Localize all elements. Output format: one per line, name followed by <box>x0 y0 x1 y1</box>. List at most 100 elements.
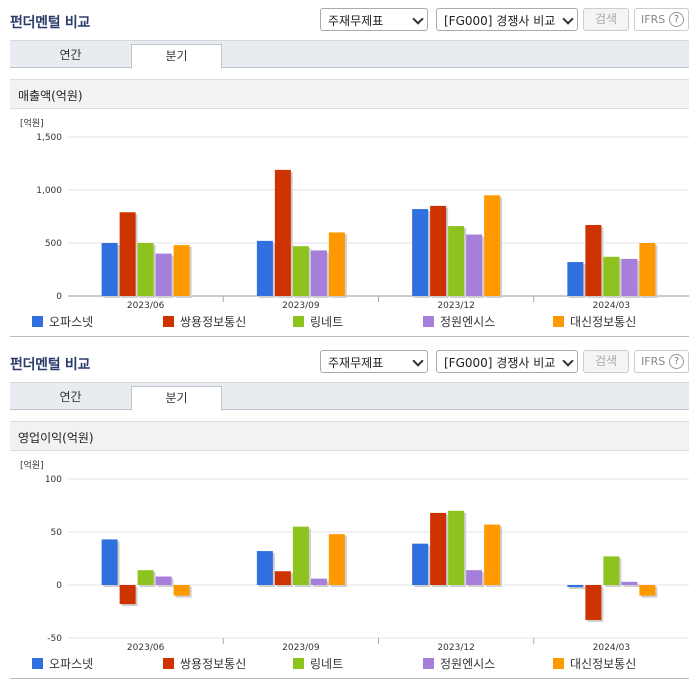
legend-item[interactable]: 쌍용정보통신 <box>163 313 246 330</box>
legend-swatch <box>423 316 434 327</box>
bar <box>274 169 291 296</box>
period-tabs: 연간 분기 <box>10 40 689 69</box>
legend-item[interactable]: 오파스넷 <box>32 655 93 672</box>
y-unit-label: [억원] <box>20 459 44 471</box>
tab-quarterly[interactable]: 분기 <box>131 386 222 411</box>
bar <box>101 243 118 296</box>
bar <box>466 234 483 296</box>
peer-group-select[interactable]: [FG000] 경쟁사 비교 <box>436 8 578 31</box>
statement-type-select[interactable]: 주재무제표 <box>320 350 428 373</box>
statement-type-select[interactable]: 주재무제표 <box>320 8 428 31</box>
page-title: 펀더멘털 비교 <box>10 15 91 31</box>
revenue-bar-chart: [억원] 0 500 1,000 1,500 2023/06 2023/09 2023/12 2… <box>20 117 689 311</box>
help-icon[interactable]: ? <box>669 354 684 369</box>
legend-label: 링네트 <box>310 315 344 329</box>
panel-header: 펀더멘털 비교 주재무제표 [FG000] 경쟁사 비교 검색 IFRS ? <box>0 342 696 382</box>
peer-group-value: [FG000] 경쟁사 비교 <box>444 356 556 370</box>
help-icon[interactable]: ? <box>669 12 684 27</box>
peer-group-select[interactable]: [FG000] 경쟁사 비교 <box>436 350 578 373</box>
x-tick-label: 2023/12 <box>437 643 474 653</box>
bar <box>155 576 172 585</box>
bar <box>484 195 501 296</box>
y-tick-label: 1,000 <box>36 186 62 196</box>
legend-item[interactable]: 대신정보통신 <box>553 313 636 330</box>
operating-profit-bar-chart: [억원] -50 0 50 100 2023/06 2023/09 2023/12 2024/0… <box>20 459 689 653</box>
chart-title-bar: 매출액(억원) <box>10 79 689 109</box>
panel-header: 펀더멘털 비교 주재무제표 [FG000] 경쟁사 비교 검색 IFRS ? <box>0 0 696 40</box>
tab-annual[interactable]: 연간 <box>59 390 82 404</box>
ifrs-label: IFRS <box>641 13 666 26</box>
legend-swatch <box>553 658 564 669</box>
legend-swatch <box>423 658 434 669</box>
chart-title: 매출액(억원) <box>18 89 83 103</box>
chevron-down-icon <box>412 13 424 25</box>
bar <box>328 232 345 296</box>
ifrs-button[interactable]: IFRS ? <box>634 8 689 31</box>
x-tick-label: 2024/03 <box>593 301 630 311</box>
legend-label: 오파스넷 <box>49 315 94 329</box>
x-tick-label: 2024/03 <box>593 643 630 653</box>
bar <box>119 585 136 605</box>
legend-swatch <box>163 658 174 669</box>
legend-swatch <box>293 658 304 669</box>
bar <box>430 205 447 296</box>
tab-annual[interactable]: 연간 <box>59 48 82 62</box>
bar <box>292 246 309 296</box>
legend-item[interactable]: 링네트 <box>293 313 343 330</box>
x-tick-label: 2023/06 <box>127 643 165 653</box>
legend-swatch <box>293 316 304 327</box>
legend-item[interactable]: 정원엔시스 <box>423 313 495 330</box>
legend-item[interactable]: 정원엔시스 <box>423 655 495 672</box>
bar <box>274 571 291 585</box>
ifrs-button[interactable]: IFRS ? <box>634 350 689 373</box>
legend-label: 오파스넷 <box>49 657 94 671</box>
legend-label: 쌍용정보통신 <box>180 315 247 329</box>
statement-type-value: 주재무제표 <box>328 14 384 28</box>
x-tick-label: 2023/09 <box>282 643 320 653</box>
bar <box>101 539 118 585</box>
legend-item[interactable]: 쌍용정보통신 <box>163 655 246 672</box>
bar <box>621 258 638 296</box>
chevron-down-icon <box>412 355 424 367</box>
legend-label: 정원엔시스 <box>440 657 496 671</box>
legend-item[interactable]: 링네트 <box>293 655 343 672</box>
legend-label: 링네트 <box>310 657 344 671</box>
bar <box>119 212 136 296</box>
y-tick-label: 50 <box>51 528 63 538</box>
bar <box>484 524 501 585</box>
legend-label: 대신정보통신 <box>570 657 637 671</box>
legend-label: 쌍용정보통신 <box>180 657 247 671</box>
search-button[interactable]: 검색 <box>583 350 629 373</box>
x-tick-label: 2023/09 <box>282 301 320 311</box>
bar <box>603 556 620 585</box>
bar <box>137 570 154 585</box>
chart-legend: 오파스넷 쌍용정보통신 링네트 정원엔시스 대신정보통신 <box>10 313 689 333</box>
legend-item[interactable]: 오파스넷 <box>32 313 93 330</box>
bar <box>412 209 429 296</box>
legend-swatch <box>553 316 564 327</box>
bar <box>466 570 483 585</box>
search-button[interactable]: 검색 <box>583 8 629 31</box>
bar <box>639 243 656 296</box>
legend-item[interactable]: 대신정보통신 <box>553 655 636 672</box>
period-tabs: 연간 분기 <box>10 382 689 411</box>
bar <box>430 512 447 585</box>
page-title: 펀더멘털 비교 <box>10 357 91 373</box>
y-tick-label: 500 <box>45 239 62 249</box>
y-tick-label: 0 <box>56 581 62 591</box>
bar <box>639 585 656 596</box>
legend-label: 정원엔시스 <box>440 315 496 329</box>
x-tick-label: 2023/12 <box>437 301 474 311</box>
divider <box>10 678 689 679</box>
bar <box>310 578 327 585</box>
bar <box>173 585 190 596</box>
chevron-down-icon <box>562 13 574 25</box>
tab-quarterly[interactable]: 분기 <box>131 44 222 69</box>
y-tick-label: 0 <box>56 292 62 302</box>
bar <box>328 534 345 585</box>
x-tick-label: 2023/06 <box>127 301 165 311</box>
peer-group-value: [FG000] 경쟁사 비교 <box>444 14 556 28</box>
legend-swatch <box>163 316 174 327</box>
legend-swatch <box>32 658 43 669</box>
bar <box>585 585 602 620</box>
